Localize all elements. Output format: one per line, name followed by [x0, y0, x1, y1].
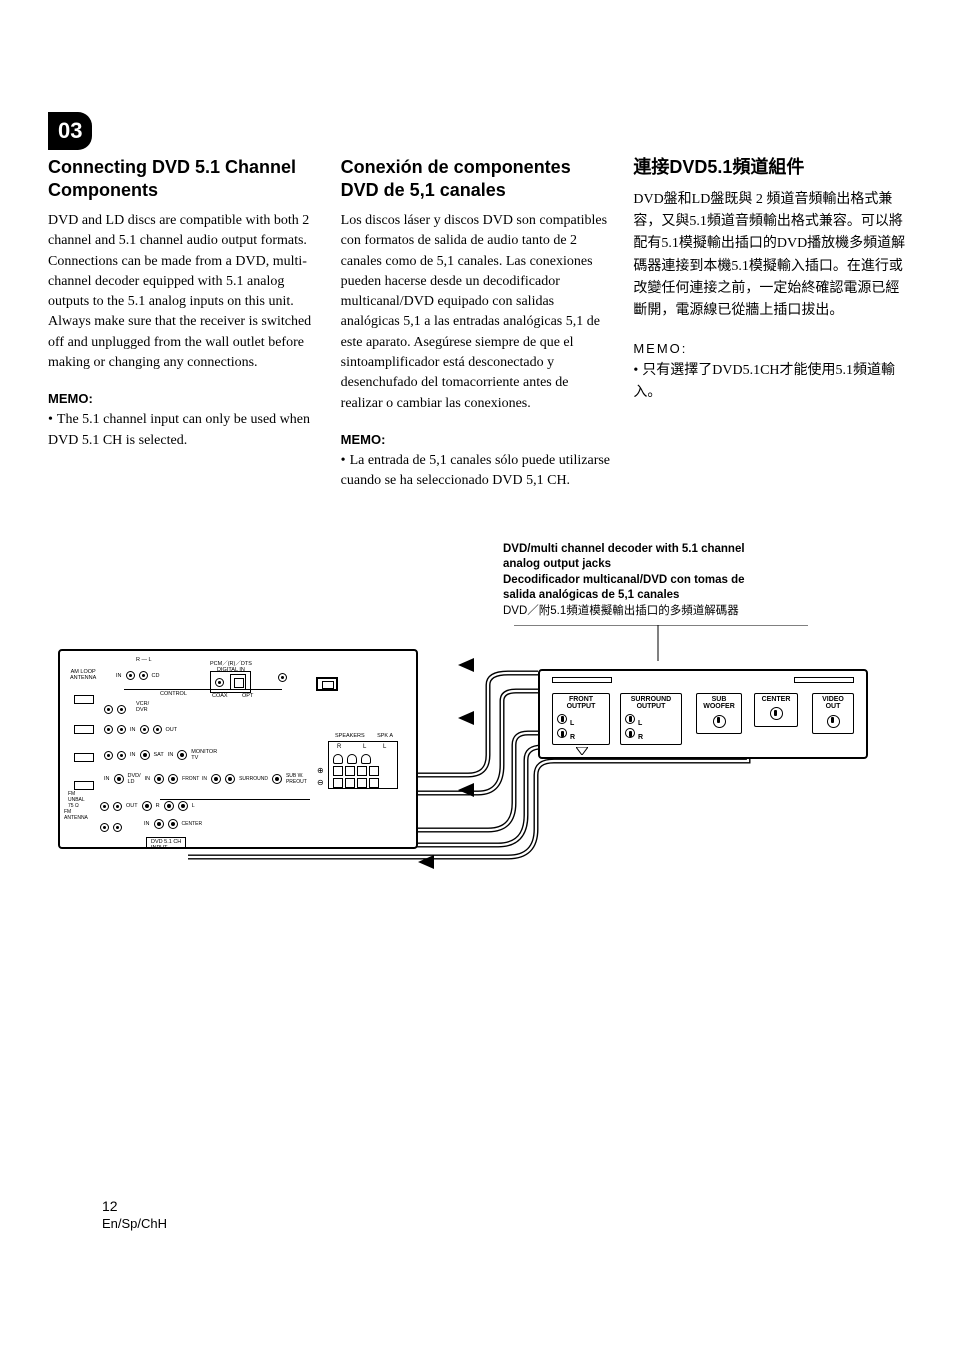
memo-zh: •只有選擇了DVD5.1CH才能使用5.1頻道輸入。 — [633, 360, 906, 405]
wiring-diagram: R — L AM LOOP ANTENNA INCD PCM／(R)／DTS D… — [58, 625, 878, 885]
text-columns: Connecting DVD 5.1 Channel Components DV… — [48, 156, 906, 492]
decoder-caption: DVD/multi channel decoder with 5.1 chann… — [503, 542, 773, 620]
decoder-center: CENTER — [754, 693, 798, 727]
label-dvd51ch-input: DVD 5.1 CH INPUT — [146, 837, 186, 849]
label-coax: COAX — [212, 693, 228, 699]
decoder-front-output: FRONT OUTPUT L R — [552, 693, 610, 744]
title-zh: 連接DVD5.1頻道組件 — [633, 156, 906, 179]
memo-es: •La entrada de 5,1 canales sólo puede ut… — [341, 451, 614, 492]
decoder-subwoofer: SUB WOOFER — [696, 693, 742, 734]
label-r-l: R — L — [136, 657, 152, 663]
column-spanish: Conexión de componentes DVD de 5,1 canal… — [341, 156, 614, 492]
column-english: Connecting DVD 5.1 Channel Components DV… — [48, 156, 321, 492]
label-fm-unbal: FM UNBAL 75 Ω — [68, 791, 85, 809]
caption-en: DVD/multi channel decoder with 5.1 chann… — [503, 542, 773, 573]
decoder-panel: FRONT OUTPUT L R SURROUND OUTPUT L R SUB… — [538, 669, 868, 759]
receiver-back-panel: R — L AM LOOP ANTENNA INCD PCM／(R)／DTS D… — [58, 649, 418, 849]
memo-en: •The 5.1 channel input can only be used … — [48, 410, 321, 451]
decoder-surround-output: SURROUND OUTPUT L R — [620, 693, 682, 744]
title-en: Connecting DVD 5.1 Channel Components — [48, 156, 321, 201]
memo-label-zh: MEMO: — [633, 341, 906, 356]
label-dvd-ld: DVD/ LD — [128, 773, 141, 785]
body-zh: DVD盤和LD盤既與 2 頻道音頻輸出格式兼容，又與5.1頻道音頻輸出格式兼容。… — [633, 189, 906, 323]
memo-label-es: MEMO: — [341, 432, 614, 447]
column-chinese: 連接DVD5.1頻道組件 DVD盤和LD盤既與 2 頻道音頻輸出格式兼容，又與5… — [633, 156, 906, 492]
arrow-icon — [458, 658, 474, 672]
label-fm-antenna: FM ANTENNA — [64, 809, 88, 821]
decoder-video-out: VIDEO OUT — [812, 693, 854, 734]
label-vcr: VCR/ DVR — [136, 701, 149, 713]
speaker-terminals: SPEAKERS SPK A R L L ⊕ ⊖ — [328, 741, 398, 789]
caption-es: Decodificador multicanal/DVD con tomas d… — [503, 573, 773, 604]
page-footer: 12 En/Sp/ChH — [102, 1198, 167, 1231]
label-sat: SAT — [154, 752, 164, 758]
label-opt: OPT — [242, 693, 253, 699]
label-speakers: SPEAKERS — [335, 733, 365, 739]
page-languages: En/Sp/ChH — [102, 1216, 167, 1231]
label-center-in: CENTER — [182, 821, 203, 827]
page-number: 12 — [102, 1198, 167, 1214]
body-en: DVD and LD discs are compatible with bot… — [48, 211, 321, 373]
label-spk-a: SPK A — [377, 733, 393, 739]
label-monitor-tv: MONITOR TV — [191, 749, 217, 761]
label-sub-preout: SUB W. PREOUT — [286, 773, 307, 785]
memo-label-en: MEMO: — [48, 391, 321, 406]
arrow-icon — [458, 783, 474, 797]
label-cd: CD — [152, 673, 160, 679]
arrow-icon — [458, 711, 474, 725]
label-am-antenna: AM LOOP ANTENNA — [70, 669, 96, 681]
chapter-badge: 03 — [48, 112, 92, 150]
label-control: CONTROL — [160, 691, 187, 697]
arrow-icon — [418, 855, 434, 869]
label-surround: SURROUND — [239, 776, 268, 782]
title-es: Conexión de componentes DVD de 5,1 canal… — [341, 156, 614, 201]
caption-zh: DVD／附5.1頻道模擬輸出插口的多頻道解碼器 — [503, 604, 773, 620]
body-es: Los discos láser y discos DVD son compat… — [341, 211, 614, 414]
diagram-block: DVD/multi channel decoder with 5.1 chann… — [48, 542, 906, 886]
